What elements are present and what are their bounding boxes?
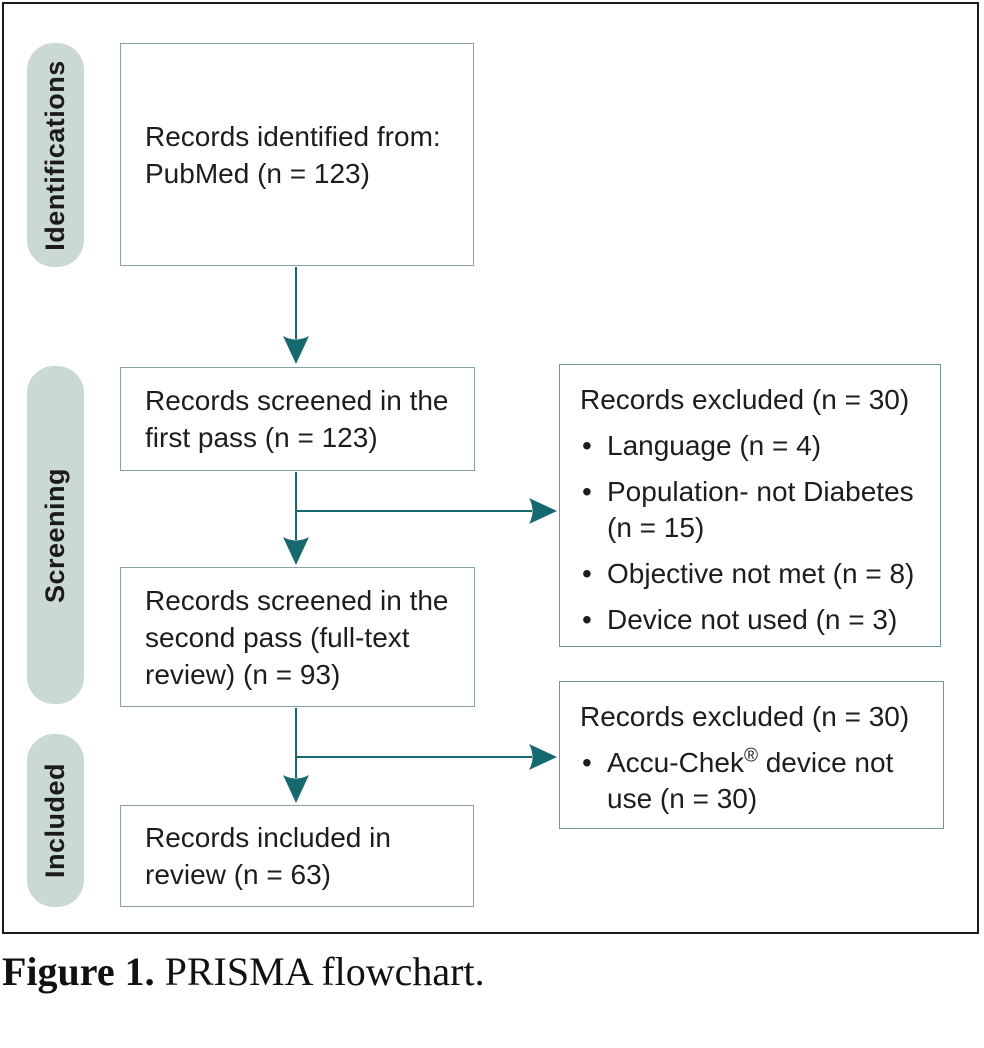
box-text-line: first pass (n = 123) — [145, 422, 378, 453]
excluded-reasons-list: • Accu-Chek® device not use (n = 30) — [580, 745, 935, 817]
flowchart-frame: Identifications Screening Included Recor… — [2, 2, 979, 934]
box-text-line: Records screened in the — [145, 385, 449, 416]
arrowhead-right-icon — [529, 498, 557, 524]
box-excluded-second-pass: Records excluded (n = 30) • Accu-Chek® de… — [559, 681, 944, 829]
arrowhead-right-icon — [529, 744, 557, 770]
registered-trademark-symbol: ® — [743, 745, 758, 767]
figure-caption: Figure 1. PRISMA flowchart. — [2, 948, 962, 996]
bullet-dot-icon: • — [582, 604, 592, 635]
stage-pill-screening: Screening — [27, 366, 84, 704]
stage-label-screening: Screening — [40, 467, 71, 603]
excluded-title: Records excluded (n = 30) — [580, 701, 910, 732]
excluded-title: Records excluded (n = 30) — [580, 384, 910, 415]
bullet-dot-icon: • — [582, 430, 592, 461]
box-excluded-first-pass: Records excluded (n = 30) • Language (n =… — [559, 364, 941, 647]
box-text-line: Records identified from: — [145, 120, 441, 152]
bullet-dot-icon: • — [582, 476, 592, 507]
bullet-dot-icon: • — [582, 558, 592, 589]
excluded-reason-item: • Accu-Chek® device not use (n = 30) — [582, 745, 894, 814]
box-second-pass-screened: Records screened in the second pass (ful… — [120, 567, 475, 707]
stage-pill-included: Included — [27, 734, 84, 907]
box-text-line: review) (n = 93) — [145, 658, 341, 690]
excluded-reason-item: • Objective not met (n = 8) — [580, 556, 932, 592]
arrowhead-down-icon — [283, 336, 309, 364]
stage-pill-identification: Identifications — [27, 43, 84, 267]
arrowhead-down-icon — [283, 537, 309, 565]
bullet-dot-icon: • — [582, 747, 592, 778]
stage-label-included: Included — [40, 762, 71, 879]
box-first-pass-screened: Records screened in the first pass (n = … — [120, 367, 475, 471]
box-records-included: Records included in review (n = 63) — [120, 805, 474, 907]
box-records-identified: Records identified from: PubMed (n = 123… — [120, 43, 474, 266]
excluded-reason-item: • Population- not Diabetes (n = 15) — [582, 476, 914, 543]
excluded-reasons-list: • Language (n = 4) • Population- not Diabe… — [580, 428, 932, 638]
box-text-line: Records included in — [145, 822, 391, 853]
box-text-line: review (n = 63) — [145, 859, 331, 890]
excluded-reason-item: • Device not used (n = 3) — [580, 602, 932, 638]
figure-caption-text: PRISMA flowchart. — [154, 949, 485, 994]
box-text-line: PubMed (n = 123) — [145, 157, 370, 189]
arrowhead-down-icon — [283, 775, 309, 803]
figure-caption-label: Figure 1. — [2, 949, 155, 994]
box-text-line: Records screened in the — [145, 584, 449, 616]
box-text-line: second pass (full-text — [145, 621, 410, 653]
stage-label-identification: Identifications — [40, 59, 71, 251]
excluded-reason-item: • Language (n = 4) — [580, 428, 932, 464]
